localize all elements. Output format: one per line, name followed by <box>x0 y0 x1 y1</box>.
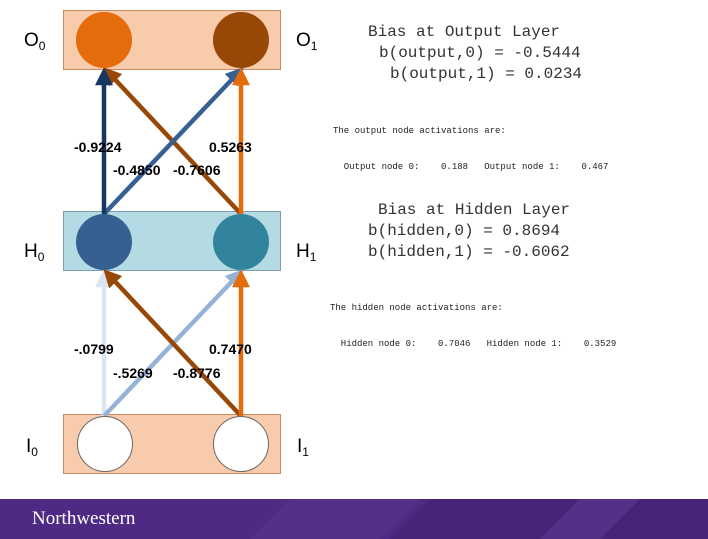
northwestern-wordmark: Northwestern <box>32 508 136 529</box>
input-node-1 <box>213 416 269 472</box>
footer-bar: Northwestern <box>0 499 708 539</box>
edge-h0-o1 <box>102 67 244 216</box>
network-edges <box>95 67 250 418</box>
output-node-1 <box>213 12 269 68</box>
hidden-activations-values: Hidden node 0: 0.7046 Hidden node 1: 0.3… <box>330 339 617 349</box>
output-activations-values: Output node 0: 0.188 Output node 1: 0.46… <box>333 162 609 172</box>
weight-h1-o1: 0.5263 <box>209 139 252 155</box>
label-hidden-1: H1 <box>296 241 317 264</box>
output-node-0 <box>76 12 132 68</box>
label-hidden-0: H0 <box>24 241 45 264</box>
hidden-activations-block: The hidden node activations are: Hidden … <box>330 278 616 362</box>
weight-h0-o0: -0.9224 <box>74 139 122 155</box>
weight-i1-h1: 0.7470 <box>209 341 252 357</box>
weight-h1-o0: -0.7606 <box>173 162 221 178</box>
output-activations-heading: The output node activations are: <box>333 126 506 136</box>
label-output-1: O1 <box>296 30 318 53</box>
edge-i1-h0 <box>103 269 243 418</box>
output-bias-line-1: b(output,1) = 0.0234 <box>390 65 583 83</box>
hidden-bias-block: Bias at Hidden Layer b(hidden,0) = 0.869… <box>368 200 570 263</box>
hidden-bias-line-1: b(hidden,1) = -0.6062 <box>368 243 570 261</box>
hidden-activations-heading: The hidden node activations are: <box>330 303 503 313</box>
label-input-0: I0 <box>26 436 38 459</box>
output-bias-block: Bias at Output Layer b(output,0) = -0.54… <box>368 22 582 85</box>
footer-decoration <box>250 499 708 539</box>
weight-i0-h1: -.5269 <box>113 365 153 381</box>
output-bias-line-0: b(output,0) = -0.5444 <box>379 44 581 62</box>
label-input-1: I1 <box>297 436 309 459</box>
weight-i1-h0: -0.8776 <box>173 365 221 381</box>
weight-h0-o1: -0.4850 <box>113 162 161 178</box>
input-node-0 <box>77 416 133 472</box>
hidden-bias-title: Bias at Hidden Layer <box>378 201 571 219</box>
weight-i0-h0: -.0799 <box>74 341 114 357</box>
hidden-node-1 <box>213 214 269 270</box>
output-activations-block: The output node activations are: Output … <box>333 101 608 185</box>
hidden-bias-line-0: b(hidden,0) = 0.8694 <box>368 222 561 240</box>
label-output-0: O0 <box>24 30 46 53</box>
hidden-node-0 <box>76 214 132 270</box>
output-bias-title: Bias at Output Layer <box>368 23 561 41</box>
